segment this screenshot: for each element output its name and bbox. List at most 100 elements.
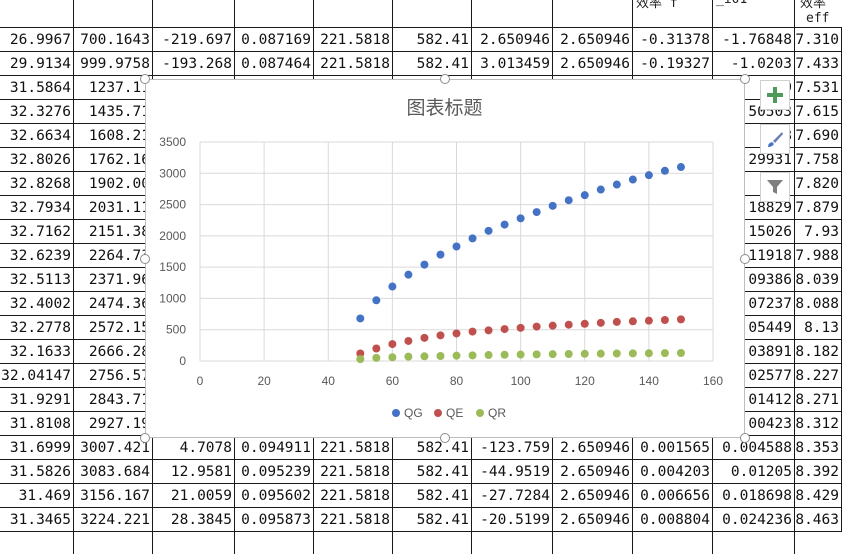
table-cell[interactable]: 8.039 — [795, 268, 842, 292]
table-cell[interactable]: 7.879 — [795, 196, 842, 220]
table-cell[interactable]: 1762.16 — [74, 148, 153, 172]
table-cell[interactable]: 8.088 — [795, 292, 842, 316]
table-cell[interactable]: 221.5818 — [314, 436, 393, 460]
table-cell[interactable]: 8.227 — [795, 364, 842, 388]
table-cell[interactable]: 32.7934 — [0, 196, 74, 220]
table-cell[interactable]: -0.31378 — [633, 28, 713, 52]
table-cell[interactable]: 32.6634 — [0, 124, 74, 148]
table-cell[interactable]: 32.8026 — [0, 148, 74, 172]
table-cell[interactable]: 31.3465 — [0, 508, 74, 532]
table-cell[interactable]: 582.41 — [393, 460, 472, 484]
table-cell[interactable]: 29.9134 — [0, 52, 74, 76]
table-cell[interactable]: 2572.15 — [74, 316, 153, 340]
table-cell[interactable]: 2.650946 — [553, 508, 633, 532]
table-cell[interactable]: 7.690 — [795, 124, 842, 148]
table-cell[interactable]: 8.429 — [795, 484, 842, 508]
table-cell[interactable]: 2.650946 — [553, 484, 633, 508]
resize-handle-mid-right[interactable] — [740, 254, 750, 264]
table-cell[interactable]: 2666.28 — [74, 340, 153, 364]
table-cell[interactable]: 32.4002 — [0, 292, 74, 316]
table-cell[interactable]: 582.41 — [393, 52, 472, 76]
table-cell[interactable]: 32.5113 — [0, 268, 74, 292]
table-cell[interactable]: 8.13 — [795, 316, 842, 340]
table-cell[interactable]: 8.463 — [795, 508, 842, 532]
resize-handle-bottom-right[interactable] — [740, 433, 750, 443]
resize-handle-top-right[interactable] — [740, 74, 750, 84]
table-cell[interactable]: 582.41 — [393, 508, 472, 532]
table-cell[interactable]: 999.9758 — [74, 52, 153, 76]
table-cell[interactable]: -193.268 — [153, 52, 235, 76]
resize-handle-top-mid[interactable] — [440, 74, 450, 84]
table-cell[interactable]: 09386 — [713, 268, 795, 292]
table-cell[interactable]: 3083.684 — [74, 460, 153, 484]
table-cell[interactable]: 2031.11 — [74, 196, 153, 220]
resize-handle-mid-left[interactable] — [140, 254, 150, 264]
table-cell[interactable]: 2371.96 — [74, 268, 153, 292]
table-cell[interactable]: 01412 — [713, 388, 795, 412]
resize-handle-top-left[interactable] — [140, 74, 150, 84]
table-cell[interactable]: 8.353 — [795, 436, 842, 460]
table-cell[interactable]: 221.5818 — [314, 460, 393, 484]
table-cell[interactable]: 3156.167 — [74, 484, 153, 508]
table-cell[interactable]: 32.6239 — [0, 244, 74, 268]
table-cell[interactable]: 0.004203 — [633, 460, 713, 484]
table-cell[interactable]: 0.024236 — [713, 508, 795, 532]
table-cell[interactable]: 2.650946 — [472, 28, 553, 52]
table-cell[interactable]: 05449 — [713, 316, 795, 340]
table-cell[interactable]: 0.004588 — [713, 436, 795, 460]
table-cell[interactable]: 0.094911 — [235, 436, 314, 460]
table-cell[interactable]: 31.469 — [0, 484, 74, 508]
table-cell[interactable]: 0.095239 — [235, 460, 314, 484]
table-cell[interactable]: 0.006656 — [633, 484, 713, 508]
table-cell[interactable]: 28.3845 — [153, 508, 235, 532]
table-cell[interactable]: 1435.71 — [74, 100, 153, 124]
chart-styles-button[interactable] — [760, 124, 790, 154]
table-cell[interactable]: 2151.38 — [74, 220, 153, 244]
table-cell[interactable]: 1608.21 — [74, 124, 153, 148]
table-cell[interactable]: 8.392 — [795, 460, 842, 484]
table-cell[interactable]: 7.433 — [795, 52, 842, 76]
table-cell[interactable]: 7.93 — [795, 220, 842, 244]
table-cell[interactable]: -27.7284 — [472, 484, 553, 508]
chart-elements-button[interactable] — [760, 80, 790, 110]
table-cell[interactable]: 3224.221 — [74, 508, 153, 532]
table-cell[interactable]: 07237 — [713, 292, 795, 316]
table-cell[interactable]: 15026 — [713, 220, 795, 244]
table-cell[interactable]: 18829 — [713, 196, 795, 220]
table-cell[interactable]: 26.9967 — [0, 28, 74, 52]
table-cell[interactable]: 2.650946 — [553, 28, 633, 52]
table-cell[interactable]: -219.697 — [153, 28, 235, 52]
table-cell[interactable]: 7.988 — [795, 244, 842, 268]
table-cell[interactable]: 7.820 — [795, 172, 842, 196]
table-cell[interactable]: 221.5818 — [314, 484, 393, 508]
table-cell[interactable]: 03891 — [713, 340, 795, 364]
table-cell[interactable]: 21.0059 — [153, 484, 235, 508]
table-cell[interactable] — [713, 172, 795, 196]
table-cell[interactable]: 8.271 — [795, 388, 842, 412]
table-cell[interactable]: 0.018698 — [713, 484, 795, 508]
table-cell[interactable]: 02577 — [713, 364, 795, 388]
table-cell[interactable]: 2.650946 — [553, 436, 633, 460]
table-cell[interactable]: 0.01205 — [713, 460, 795, 484]
table-cell[interactable]: 32.2778 — [0, 316, 74, 340]
table-cell[interactable]: 7.531 — [795, 76, 842, 100]
table-cell[interactable]: 8.312 — [795, 412, 842, 436]
table-cell[interactable]: -123.759 — [472, 436, 553, 460]
table-cell[interactable]: 2.650946 — [553, 460, 633, 484]
table-cell[interactable]: 11918 — [713, 244, 795, 268]
table-cell[interactable]: 8.182 — [795, 340, 842, 364]
table-cell[interactable]: 4.7078 — [153, 436, 235, 460]
table-cell[interactable]: 7.310 — [795, 28, 842, 52]
table-cell[interactable]: -1.0203 — [713, 52, 795, 76]
table-cell[interactable]: 32.7162 — [0, 220, 74, 244]
table-cell[interactable]: 31.5826 — [0, 460, 74, 484]
table-cell[interactable]: 221.5818 — [314, 28, 393, 52]
table-cell[interactable]: 32.8268 — [0, 172, 74, 196]
table-cell[interactable]: 3.013459 — [472, 52, 553, 76]
table-cell[interactable]: 7.758 — [795, 148, 842, 172]
table-cell[interactable]: 2756.57 — [74, 364, 153, 388]
table-cell[interactable]: 0.095602 — [235, 484, 314, 508]
table-cell[interactable]: 221.5818 — [314, 508, 393, 532]
chart-filters-button[interactable] — [760, 172, 790, 202]
table-cell[interactable]: 582.41 — [393, 28, 472, 52]
